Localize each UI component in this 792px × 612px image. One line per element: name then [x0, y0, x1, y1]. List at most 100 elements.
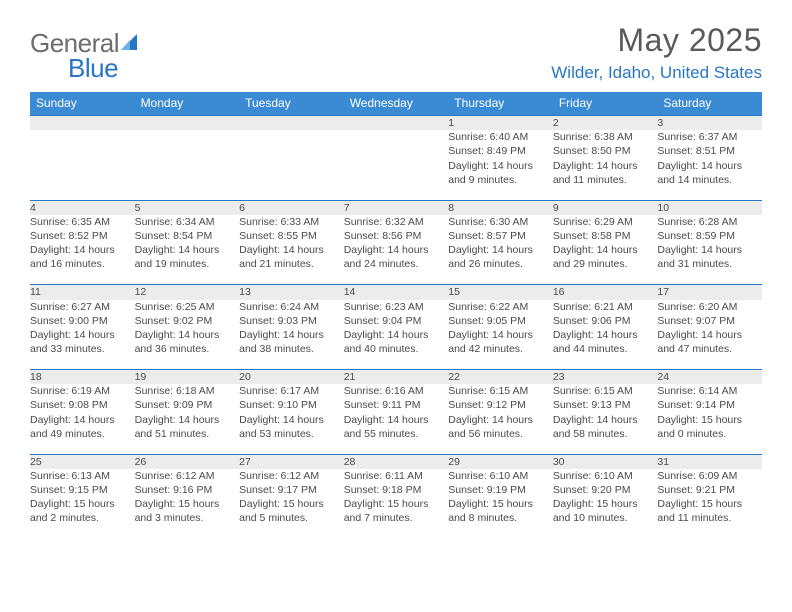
sunset-text: Sunset: 9:02 PM	[135, 314, 240, 328]
sunset-text: Sunset: 9:11 PM	[344, 398, 449, 412]
day-number-cell: 30	[553, 454, 658, 469]
day-detail-cell: Sunrise: 6:38 AMSunset: 8:50 PMDaylight:…	[553, 130, 658, 200]
day-detail-cell: Sunrise: 6:19 AMSunset: 9:08 PMDaylight:…	[30, 384, 135, 454]
day-number-cell: 19	[135, 370, 240, 385]
sunrise-text: Sunrise: 6:13 AM	[30, 469, 135, 483]
sunset-text: Sunset: 8:54 PM	[135, 229, 240, 243]
day-number-cell	[344, 116, 449, 131]
daylight-text-2: and 24 minutes.	[344, 257, 449, 271]
daynum-row: 25262728293031	[30, 454, 762, 469]
day-detail-cell: Sunrise: 6:23 AMSunset: 9:04 PMDaylight:…	[344, 300, 449, 370]
sunset-text: Sunset: 8:51 PM	[657, 144, 762, 158]
sunrise-text: Sunrise: 6:37 AM	[657, 130, 762, 144]
daylight-text-1: Daylight: 15 hours	[135, 497, 240, 511]
daylight-text-2: and 49 minutes.	[30, 427, 135, 441]
day-detail-cell: Sunrise: 6:25 AMSunset: 9:02 PMDaylight:…	[135, 300, 240, 370]
sunset-text: Sunset: 8:55 PM	[239, 229, 344, 243]
day-number-cell: 11	[30, 285, 135, 300]
day-number-cell: 7	[344, 200, 449, 215]
sunrise-text: Sunrise: 6:34 AM	[135, 215, 240, 229]
daylight-text-1: Daylight: 14 hours	[30, 328, 135, 342]
daylight-text-1: Daylight: 14 hours	[657, 159, 762, 173]
sunrise-text: Sunrise: 6:17 AM	[239, 384, 344, 398]
daylight-text-2: and 31 minutes.	[657, 257, 762, 271]
daylight-text-1: Daylight: 14 hours	[239, 413, 344, 427]
sunset-text: Sunset: 9:08 PM	[30, 398, 135, 412]
day-number-cell: 2	[553, 116, 658, 131]
day-detail-cell	[344, 130, 449, 200]
daylight-text-1: Daylight: 14 hours	[344, 328, 449, 342]
sunrise-text: Sunrise: 6:10 AM	[448, 469, 553, 483]
sunset-text: Sunset: 9:04 PM	[344, 314, 449, 328]
sunrise-text: Sunrise: 6:35 AM	[30, 215, 135, 229]
day-number-cell	[239, 116, 344, 131]
day-number-cell: 21	[344, 370, 449, 385]
sunset-text: Sunset: 9:18 PM	[344, 483, 449, 497]
daylight-text-2: and 19 minutes.	[135, 257, 240, 271]
day-number-cell: 24	[657, 370, 762, 385]
day-number-cell: 31	[657, 454, 762, 469]
daylight-text-2: and 38 minutes.	[239, 342, 344, 356]
daylight-text-1: Daylight: 14 hours	[30, 243, 135, 257]
day-detail-cell: Sunrise: 6:21 AMSunset: 9:06 PMDaylight:…	[553, 300, 658, 370]
sunset-text: Sunset: 8:52 PM	[30, 229, 135, 243]
daylight-text-2: and 9 minutes.	[448, 173, 553, 187]
day-detail-cell: Sunrise: 6:22 AMSunset: 9:05 PMDaylight:…	[448, 300, 553, 370]
daylight-text-2: and 40 minutes.	[344, 342, 449, 356]
col-monday: Monday	[135, 92, 240, 116]
sunset-text: Sunset: 9:09 PM	[135, 398, 240, 412]
daylight-text-1: Daylight: 15 hours	[657, 497, 762, 511]
daylight-text-2: and 10 minutes.	[553, 511, 658, 525]
day-detail-cell: Sunrise: 6:27 AMSunset: 9:00 PMDaylight:…	[30, 300, 135, 370]
day-number-cell: 10	[657, 200, 762, 215]
sunrise-text: Sunrise: 6:20 AM	[657, 300, 762, 314]
daylight-text-2: and 5 minutes.	[239, 511, 344, 525]
sunrise-text: Sunrise: 6:12 AM	[135, 469, 240, 483]
daylight-text-1: Daylight: 14 hours	[448, 243, 553, 257]
daylight-text-2: and 36 minutes.	[135, 342, 240, 356]
daylight-text-1: Daylight: 15 hours	[344, 497, 449, 511]
sunrise-text: Sunrise: 6:15 AM	[448, 384, 553, 398]
daylight-text-2: and 3 minutes.	[135, 511, 240, 525]
sunset-text: Sunset: 8:50 PM	[553, 144, 658, 158]
day-detail-cell: Sunrise: 6:10 AMSunset: 9:19 PMDaylight:…	[448, 469, 553, 539]
sunset-text: Sunset: 8:57 PM	[448, 229, 553, 243]
daylight-text-2: and 29 minutes.	[553, 257, 658, 271]
day-detail-cell: Sunrise: 6:10 AMSunset: 9:20 PMDaylight:…	[553, 469, 658, 539]
daylight-text-1: Daylight: 14 hours	[657, 328, 762, 342]
day-number-cell: 3	[657, 116, 762, 131]
day-detail-cell	[30, 130, 135, 200]
daylight-text-2: and 33 minutes.	[30, 342, 135, 356]
daylight-text-1: Daylight: 14 hours	[657, 243, 762, 257]
title-block: May 2025Wilder, Idaho, United States	[551, 22, 762, 83]
daylight-text-2: and 42 minutes.	[448, 342, 553, 356]
day-number-cell	[135, 116, 240, 131]
sunrise-text: Sunrise: 6:10 AM	[553, 469, 658, 483]
day-detail-cell	[135, 130, 240, 200]
daylight-text-1: Daylight: 14 hours	[448, 159, 553, 173]
sunrise-text: Sunrise: 6:19 AM	[30, 384, 135, 398]
day-detail-cell: Sunrise: 6:17 AMSunset: 9:10 PMDaylight:…	[239, 384, 344, 454]
daynum-row: 11121314151617	[30, 285, 762, 300]
col-thursday: Thursday	[448, 92, 553, 116]
sunset-text: Sunset: 9:12 PM	[448, 398, 553, 412]
sunrise-text: Sunrise: 6:24 AM	[239, 300, 344, 314]
day-detail-cell: Sunrise: 6:37 AMSunset: 8:51 PMDaylight:…	[657, 130, 762, 200]
day-detail-cell: Sunrise: 6:14 AMSunset: 9:14 PMDaylight:…	[657, 384, 762, 454]
daylight-text-1: Daylight: 14 hours	[239, 328, 344, 342]
daynum-row: 123	[30, 116, 762, 131]
daylight-text-1: Daylight: 14 hours	[135, 328, 240, 342]
brand-part2: Blue	[68, 53, 140, 84]
day-number-cell: 5	[135, 200, 240, 215]
day-detail-cell: Sunrise: 6:30 AMSunset: 8:57 PMDaylight:…	[448, 215, 553, 285]
col-friday: Friday	[553, 92, 658, 116]
day-number-cell: 17	[657, 285, 762, 300]
sunrise-text: Sunrise: 6:12 AM	[239, 469, 344, 483]
day-detail-cell: Sunrise: 6:15 AMSunset: 9:13 PMDaylight:…	[553, 384, 658, 454]
daylight-text-1: Daylight: 14 hours	[30, 413, 135, 427]
daylight-text-2: and 44 minutes.	[553, 342, 658, 356]
day-detail-cell: Sunrise: 6:20 AMSunset: 9:07 PMDaylight:…	[657, 300, 762, 370]
day-number-cell: 1	[448, 116, 553, 131]
daylight-text-1: Daylight: 14 hours	[344, 413, 449, 427]
sunrise-text: Sunrise: 6:18 AM	[135, 384, 240, 398]
